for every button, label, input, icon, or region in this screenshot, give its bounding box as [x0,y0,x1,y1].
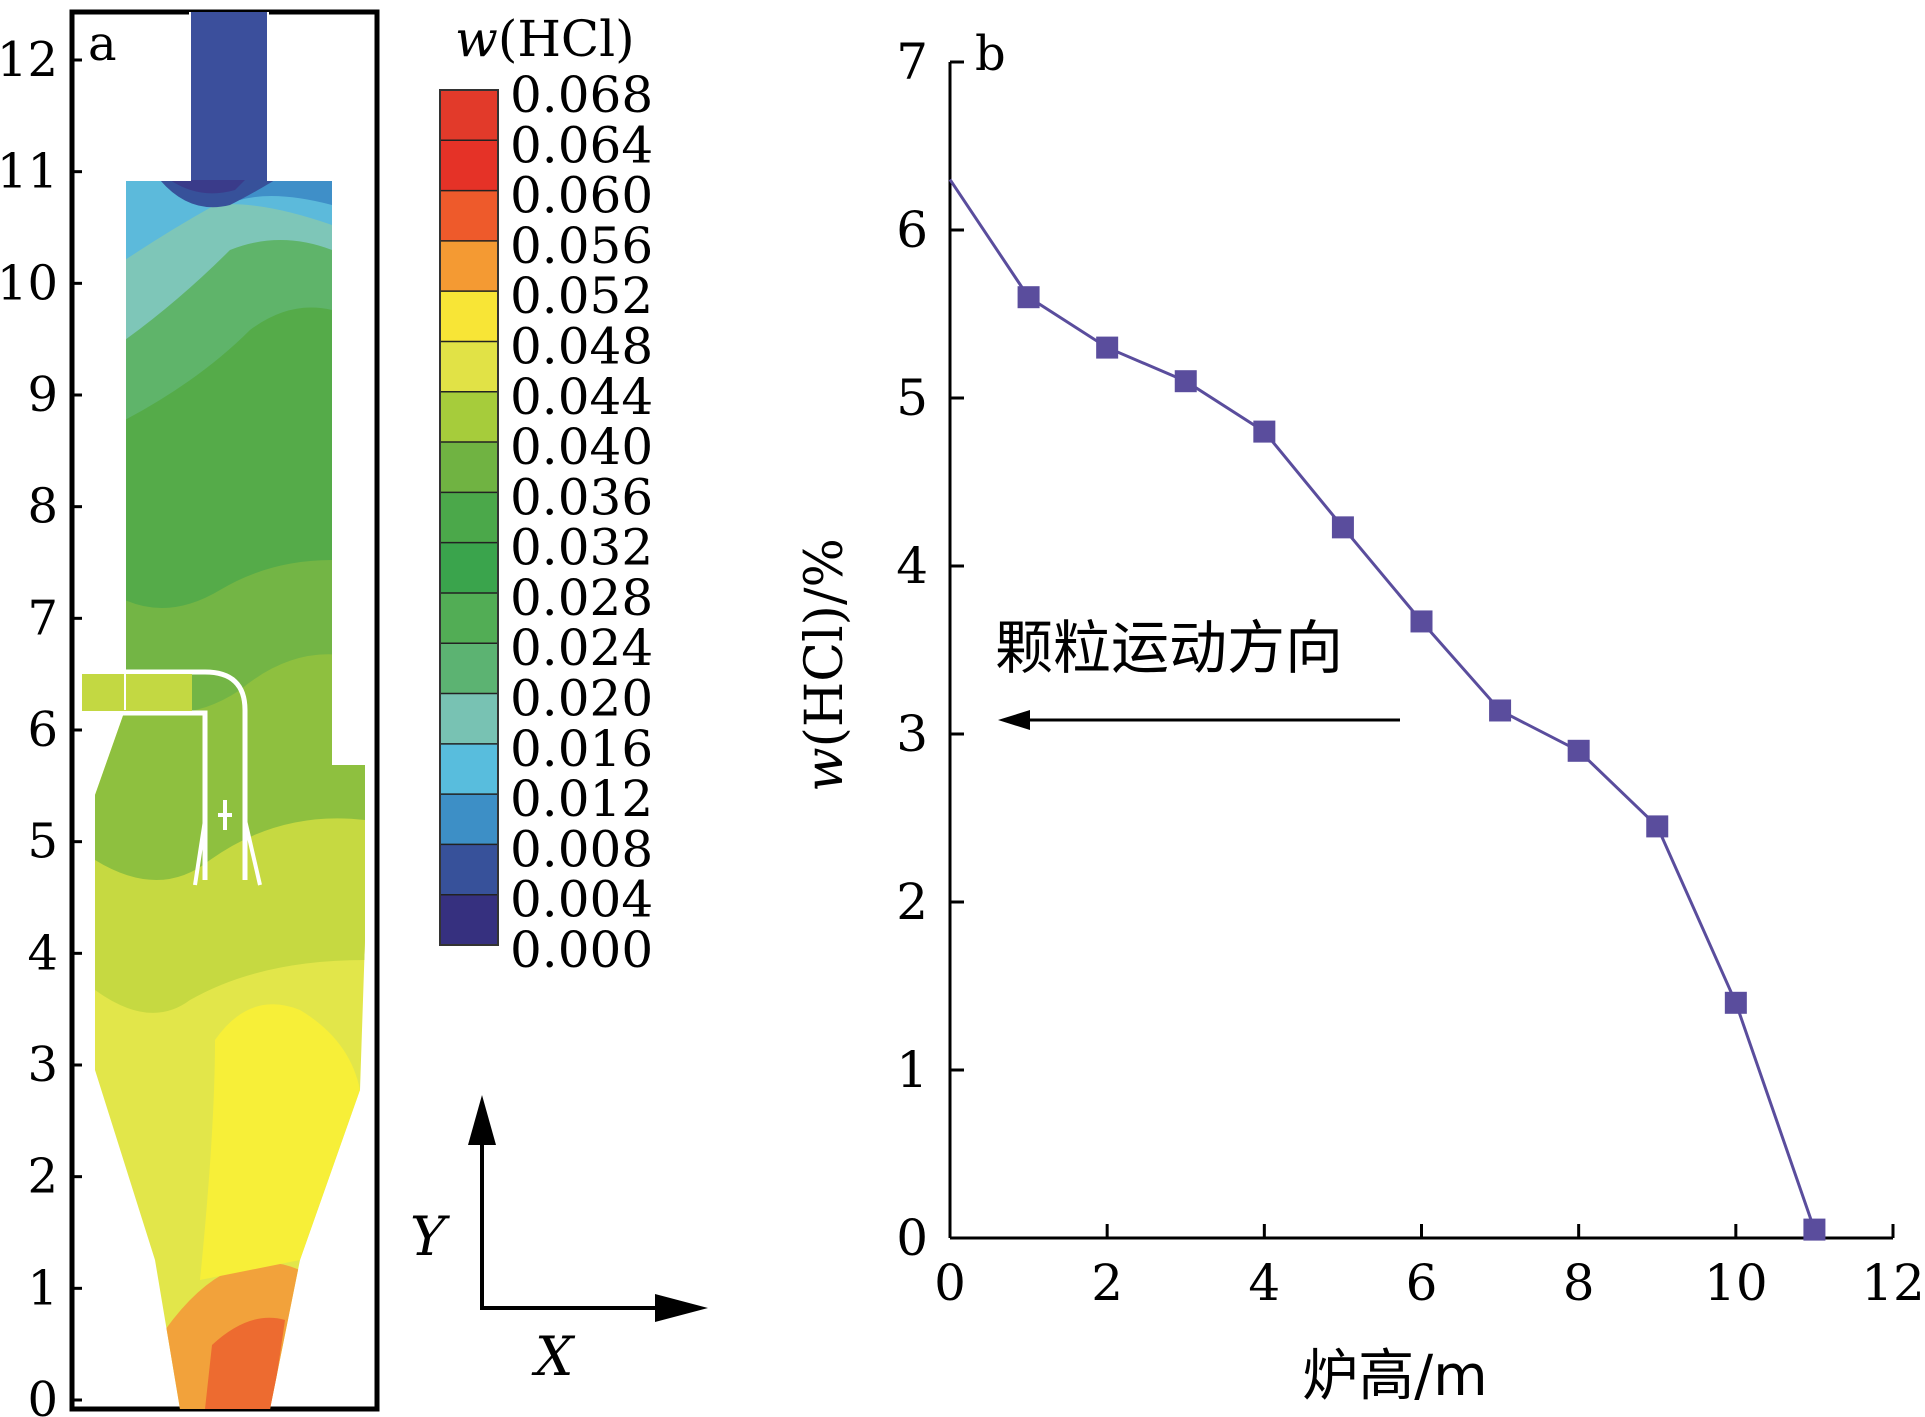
colorbar-label: 0.040 [510,418,653,476]
colorbar-label: 0.000 [510,921,653,979]
panel-a-y-tick-label: 8 [27,479,58,535]
data-point [1489,699,1512,722]
colorbar-label: 0.048 [510,317,653,375]
y-tick-label: 0 [896,1209,928,1267]
colorbar-swatch [440,643,498,695]
y-axis-title: w(HCl)/% [795,538,855,792]
colorbar-label: 0.004 [510,871,653,929]
x-axis-title: 炉高/m [1302,1344,1487,1409]
data-point [1174,370,1197,393]
panel-a-y-tick-label: 12 [0,32,58,88]
colorbar-swatch [440,743,498,795]
x-tick-label: 12 [1861,1254,1925,1312]
colorbar-swatch [440,794,498,845]
panel-a-y-tick-label: 9 [27,367,58,423]
panel-a-label: a [88,16,117,72]
x-tick-label: 0 [934,1254,966,1312]
data-point [1803,1218,1826,1241]
data-point [1331,516,1354,539]
panel-a-y-tick-label: 0 [27,1372,58,1417]
data-point [1646,815,1669,838]
colorbar-label: 0.028 [510,569,653,627]
panel-a-y-tick-label: 5 [27,814,58,870]
x-tick-label: 6 [1406,1254,1438,1312]
x-tick-label: 2 [1091,1254,1123,1312]
y-tick-label: 1 [896,1041,928,1099]
series-line [948,178,1816,1231]
panel-a-y-tick-label: 11 [0,144,58,200]
data-point [1017,286,1040,309]
colorbar-swatch [440,140,498,192]
y-tick-label: 6 [896,201,928,259]
x-tick-label: 10 [1704,1254,1768,1312]
colorbar-label: 0.024 [510,619,653,677]
colorbar: 0.0680.0640.0600.0560.0520.0480.0440.040… [439,66,653,979]
colorbar-swatch [440,190,498,242]
colorbar-swatch [440,592,498,644]
colorbar-label: 0.036 [510,468,653,526]
axes-legend: Y X [410,1095,708,1388]
colorbar-swatch [440,542,498,594]
colorbar-swatch [440,240,498,292]
colorbar-label: 0.060 [510,167,653,225]
y-tick-label: 4 [896,537,928,595]
axes-legend-y-label: Y [410,1205,450,1268]
data-point [1410,610,1433,633]
direction-arrow [998,710,1400,730]
colorbar-label: 0.052 [510,267,653,325]
furnace-outline [124,12,332,710]
y-tick-label: 5 [896,369,928,427]
panel-a-y-tick-label: 6 [27,702,58,758]
colorbar-swatch [440,894,498,946]
data-point [1567,739,1590,762]
colorbar-label: 0.020 [510,670,653,728]
panel-a-y-tick-label: 7 [27,590,58,646]
data-point [1253,420,1276,443]
panel-a-y-tick-label: 10 [0,255,58,311]
panel-a-y-tick-label: 4 [27,925,58,981]
colorbar-frame [439,89,499,946]
panel-b-label: b [975,26,1006,82]
y-tick-label: 3 [896,705,928,763]
colorbar-swatch [440,844,498,896]
y-tick-label: 2 [896,873,928,931]
panel-a-y-tick-label: 1 [27,1260,58,1316]
panel-a-y-tick-label: 3 [27,1037,58,1093]
colorbar-swatch [440,693,498,745]
data-point [1724,991,1747,1014]
colorbar-swatch [440,341,498,393]
colorbar-swatch [440,391,498,443]
colorbar-swatch [440,291,498,342]
inlet-pipe [82,669,262,886]
colorbar-label: 0.016 [510,720,653,778]
colorbar-swatch [440,492,498,544]
colorbar-label: 0.056 [510,217,653,275]
colorbar-label: 0.008 [510,820,653,878]
data-point [1096,336,1119,359]
colorbar-label: 0.032 [510,519,653,577]
direction-annotation: 颗粒运动方向 [995,614,1343,682]
colorbar-label: 0.068 [510,66,653,124]
x-tick-label: 4 [1248,1254,1280,1312]
colorbar-label: 0.012 [510,770,653,828]
colorbar-label: 0.044 [510,368,653,426]
axes-legend-x-label: X [531,1325,576,1388]
x-tick-label: 8 [1563,1254,1595,1312]
colorbar-swatch [440,442,498,493]
panel-a-y-tick-label: 2 [27,1149,58,1205]
y-tick-label: 7 [896,33,928,91]
colorbar-title: w(HCl) [455,10,635,68]
panel-b-series [948,178,1826,1241]
colorbar-label: 0.064 [510,116,653,174]
colorbar-swatch [440,90,498,141]
